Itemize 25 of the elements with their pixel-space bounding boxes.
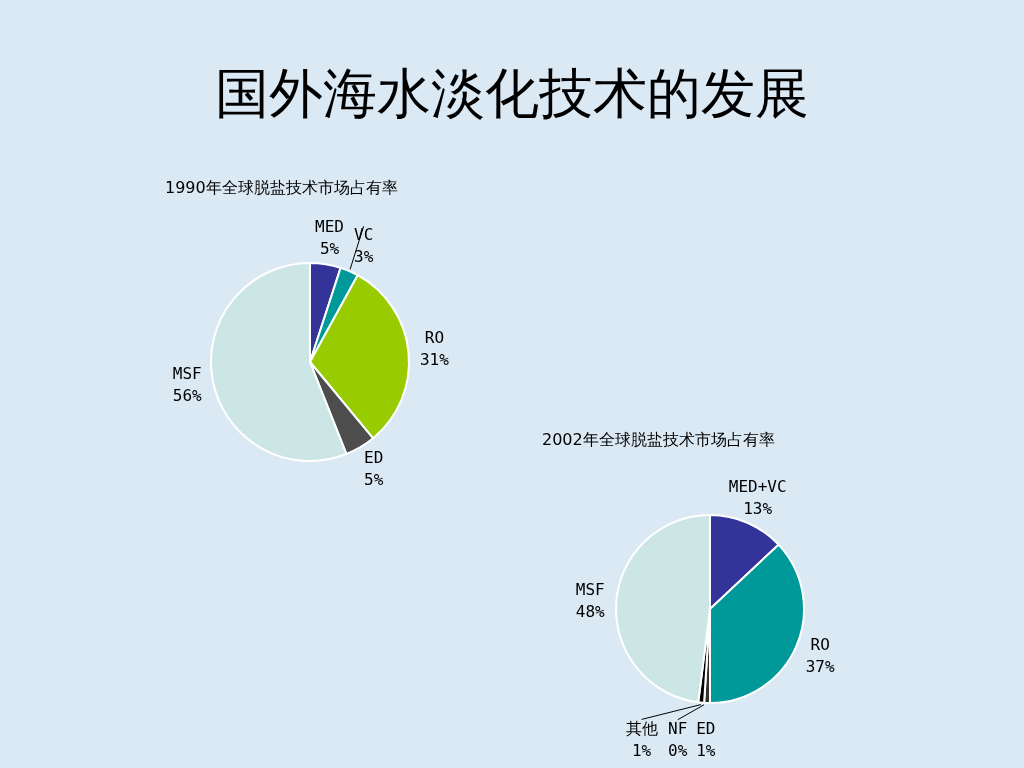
slice-label: MED+VC [728, 477, 787, 497]
data-label: 56% [172, 385, 203, 405]
slice-label: VC [354, 225, 374, 245]
category-label: NF [668, 718, 688, 738]
data-label: 1% [696, 741, 716, 761]
text: 0% [668, 740, 688, 760]
chart-subtitle: 1990年全球脱盐技术市场占有率 [165, 178, 398, 199]
data-label: 5% [364, 469, 384, 489]
slice-label: MSF [575, 579, 605, 599]
chart-title: 2002年全球脱盐技术市场占有率 [542, 430, 775, 451]
chart-title: 国外海水淡化技术的发展 [214, 61, 810, 127]
data-label: 5% [319, 238, 340, 258]
data-label: 31% [419, 350, 450, 370]
slice-label: RO [810, 634, 830, 654]
data-label: 48% [575, 601, 606, 621]
data-label: 13% [743, 499, 773, 519]
slice-label: 其他 [625, 718, 658, 738]
slice-label: MED [315, 216, 345, 236]
data-label: 3% [354, 247, 374, 267]
slice-label: ED [364, 447, 384, 467]
slice-label: RO [424, 328, 445, 348]
data-label: 37% [805, 656, 835, 676]
slice-label: MSF [172, 363, 202, 383]
data-label: 1% [631, 740, 652, 760]
slice-label: ED [696, 719, 716, 739]
